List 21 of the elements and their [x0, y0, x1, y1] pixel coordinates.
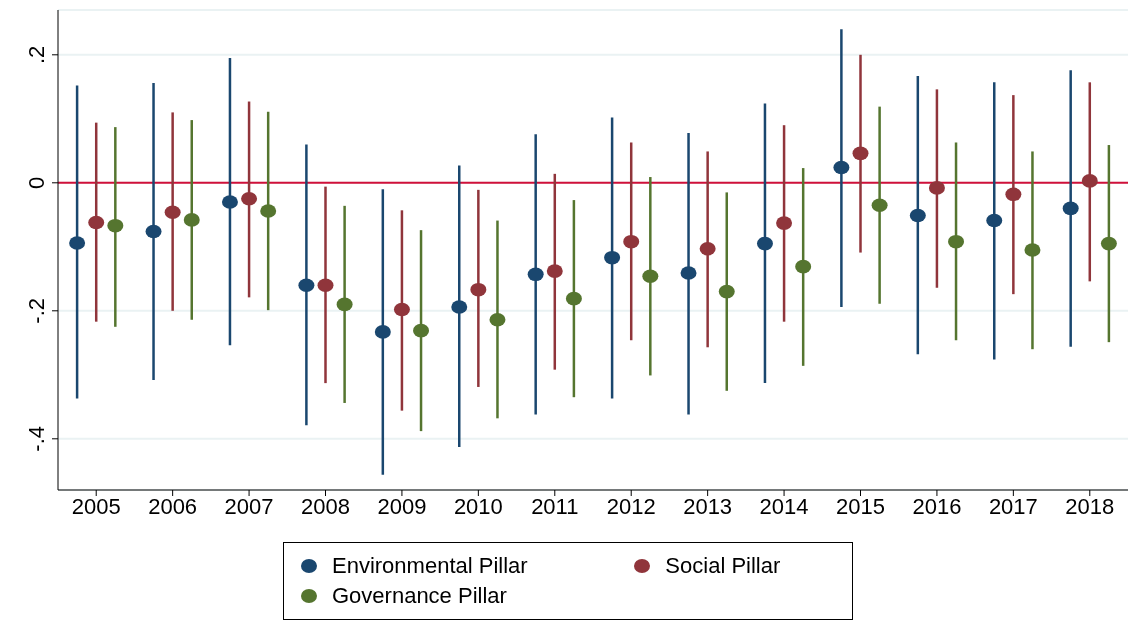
x-tick-label: 2015: [836, 493, 885, 519]
x-tick-label: 2009: [377, 493, 427, 519]
x-tick-label: 2010: [453, 493, 503, 519]
x-tick-label: 2017: [988, 493, 1038, 519]
y-tick-label: -.4: [24, 425, 49, 452]
x-tick-label: 2011: [531, 493, 579, 519]
x-tick-label: 2018: [1065, 493, 1115, 519]
x-tick-label: 2008: [301, 493, 350, 519]
legend-label: Environmental Pillar: [332, 553, 528, 579]
legend-label: Social Pillar: [665, 553, 781, 579]
x-tick-label: 2006: [148, 493, 198, 519]
legend-label: Governance Pillar: [332, 583, 507, 609]
x-tick-label: 2014: [759, 493, 809, 519]
x-tick-label: 2005: [71, 493, 121, 519]
y-tick-label: 0: [24, 176, 49, 189]
y-tick-label: .2: [24, 45, 49, 64]
x-tick-label: 2007: [224, 493, 274, 519]
x-tick-label: 2016: [912, 493, 962, 519]
x-tick-label: 2012: [606, 493, 656, 519]
x-tick-label: 2013: [683, 493, 733, 519]
y-tick-label: -.2: [24, 297, 49, 324]
